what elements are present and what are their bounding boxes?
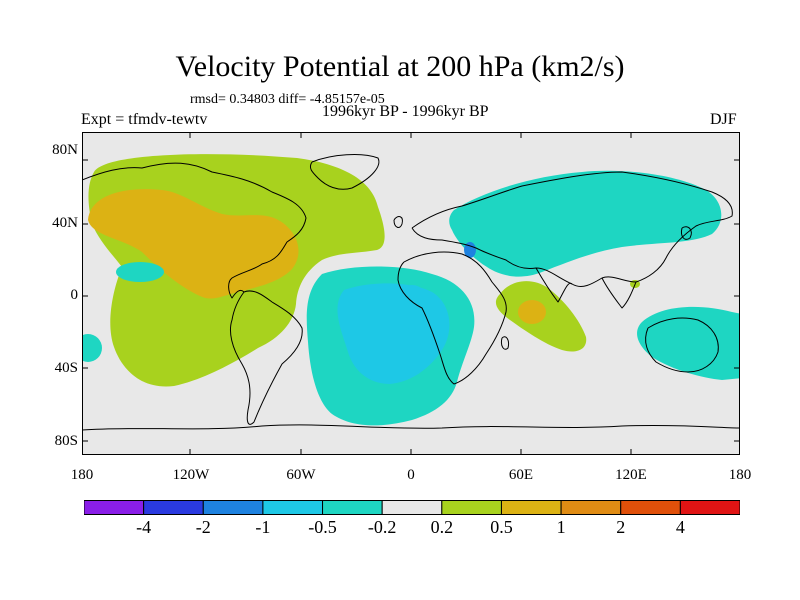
lat-label-40s: 40S <box>54 360 78 376</box>
lat-label-0: 0 <box>70 287 79 303</box>
lon-label-180w: 180 <box>70 467 94 483</box>
colorbar-tick-label: 0.5 <box>490 517 513 537</box>
colorbar-tick-label: -0.2 <box>367 517 397 537</box>
colorbar-swatch <box>84 500 145 515</box>
lat-label-80n: 80N <box>52 142 78 158</box>
lat-label-40n: 40N <box>52 215 78 231</box>
coast-southeast-asia <box>601 277 637 309</box>
colorbar-swatch <box>620 500 681 515</box>
coast-africa <box>397 251 507 385</box>
colorbar-tick-label: -4 <box>136 517 152 537</box>
negative-patch-gulf <box>464 242 476 258</box>
colorbar-swatch <box>560 500 622 515</box>
colorbar-tick-label: 4 <box>675 517 685 537</box>
negative-patch-edge <box>82 334 102 362</box>
colorbar-swatch <box>143 500 204 515</box>
coast-south-america <box>229 290 303 425</box>
colorbar-swatch <box>262 500 324 515</box>
colorbar-tick-label: 0.2 <box>430 517 454 537</box>
period-label: 1996kyr BP - 1996kyr BP <box>322 103 489 120</box>
lon-label-60w: 60W <box>286 467 316 483</box>
season-label: DJF <box>710 111 737 128</box>
positive-core-indian <box>518 300 546 324</box>
colorbar-swatch <box>500 500 562 515</box>
colorbar-swatch <box>441 500 502 515</box>
negative-core-africa <box>394 285 430 329</box>
lon-label-60e: 60E <box>508 467 534 483</box>
colorbar-tick-label: -1 <box>255 517 271 537</box>
world-map-plot <box>82 132 740 455</box>
coast-india <box>535 267 573 303</box>
lon-label-120w: 120W <box>172 467 210 483</box>
colorbar-swatch <box>322 500 383 515</box>
lon-label-180e: 180 <box>728 467 752 483</box>
colorbar-swatch <box>381 500 443 515</box>
lon-label-0: 0 <box>407 467 415 483</box>
coast-north-america <box>82 162 307 299</box>
negative-region-eurasia <box>449 170 722 277</box>
coast-greenland <box>309 154 380 190</box>
colorbar-swatch <box>679 500 740 515</box>
stats-line: rmsd= 0.34803 diff= -4.85157e-05 <box>190 92 385 107</box>
colorbar-tick-label: -2 <box>195 517 211 537</box>
coast-uk <box>393 216 403 228</box>
colorbar-tick-label: -0.5 <box>308 517 337 537</box>
negative-region-australia <box>637 306 740 380</box>
colorbar-tick-label: 1 <box>556 517 566 537</box>
lat-label-80s: 80S <box>54 433 78 449</box>
coast-eurasia <box>411 171 733 287</box>
coast-antarctica <box>82 424 740 431</box>
coast-madagascar <box>501 336 509 350</box>
colorbar-tick-label: 2 <box>616 517 626 537</box>
coast-australia <box>645 317 719 373</box>
negative-patch-pacific <box>116 262 164 282</box>
lon-label-120e: 120E <box>615 467 647 483</box>
coast-japan <box>681 226 692 240</box>
coastlines <box>82 154 740 431</box>
chart-title: Velocity Potential at 200 hPa (km2/s) <box>175 50 625 83</box>
colorbar-swatch <box>202 500 264 515</box>
colorbar <box>84 500 740 515</box>
axis-ticks <box>82 132 740 455</box>
experiment-label: Expt = tfmdv-tewtv <box>81 111 208 128</box>
